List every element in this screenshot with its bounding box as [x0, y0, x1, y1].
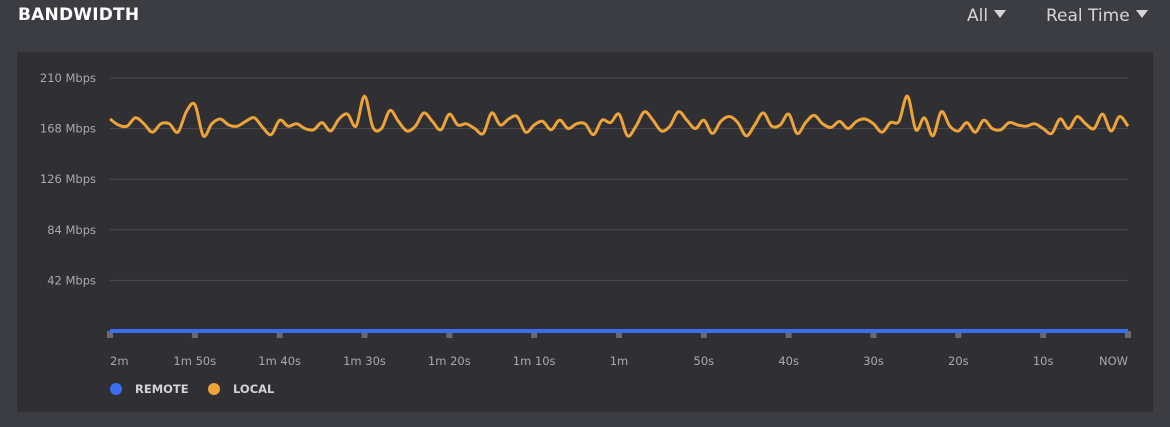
- x-tick-mark: [616, 331, 622, 338]
- series-line-local: [109, 94, 1130, 138]
- y-tick-label: 210 Mbps: [40, 71, 96, 85]
- x-tick-label: 30s: [863, 354, 884, 368]
- x-tick-label: 50s: [694, 354, 715, 368]
- legend-remote[interactable]: REMOTE: [110, 382, 189, 396]
- x-tick-label: 20s: [948, 354, 969, 368]
- x-tick-mark: [107, 331, 113, 338]
- page-title: BANDWIDTH: [18, 5, 140, 25]
- legend-label: LOCAL: [233, 382, 275, 396]
- local-dot-icon: [208, 383, 220, 395]
- caret-down-icon: [1135, 10, 1148, 18]
- x-tick-label: 1m 10s: [513, 354, 556, 368]
- x-tick-label: 1m: [610, 354, 629, 368]
- x-tick-mark: [446, 331, 453, 338]
- y-tick-label: 42 Mbps: [47, 273, 96, 287]
- filter-dropdown[interactable]: All: [967, 6, 1007, 26]
- y-tick-label: 126 Mbps: [40, 172, 96, 186]
- legend-local[interactable]: LOCAL: [208, 382, 274, 396]
- x-tick-mark: [785, 331, 792, 338]
- caret-down-icon: [994, 10, 1007, 18]
- legend-label: REMOTE: [135, 382, 189, 396]
- x-tick-label: 2m: [110, 354, 129, 368]
- x-tick-mark: [870, 331, 877, 338]
- y-tick-label: 84 Mbps: [47, 223, 96, 237]
- range-label: Real Time: [1046, 6, 1130, 26]
- x-tick-mark: [276, 331, 283, 338]
- range-dropdown[interactable]: Real Time: [1046, 6, 1148, 26]
- x-tick-mark: [1040, 331, 1047, 338]
- chart-panel: [17, 52, 1153, 412]
- x-tick-label: 1m 50s: [173, 354, 216, 368]
- x-tick-mark: [955, 331, 962, 338]
- remote-dot-icon: [110, 383, 122, 395]
- x-tick-label: 40s: [778, 354, 799, 368]
- x-tick-label: NOW: [1099, 354, 1128, 368]
- filter-label: All: [967, 6, 989, 26]
- x-tick-label: 10s: [1033, 354, 1054, 368]
- x-tick-mark: [531, 331, 538, 338]
- x-tick-mark: [191, 331, 198, 338]
- x-tick-mark: [700, 331, 707, 338]
- x-tick-label: 1m 30s: [343, 354, 386, 368]
- x-tick-label: 1m 20s: [428, 354, 471, 368]
- y-tick-label: 168 Mbps: [40, 122, 96, 136]
- x-tick-mark: [361, 331, 368, 338]
- x-tick-label: 1m 40s: [258, 354, 301, 368]
- x-tick-mark: [1125, 331, 1131, 338]
